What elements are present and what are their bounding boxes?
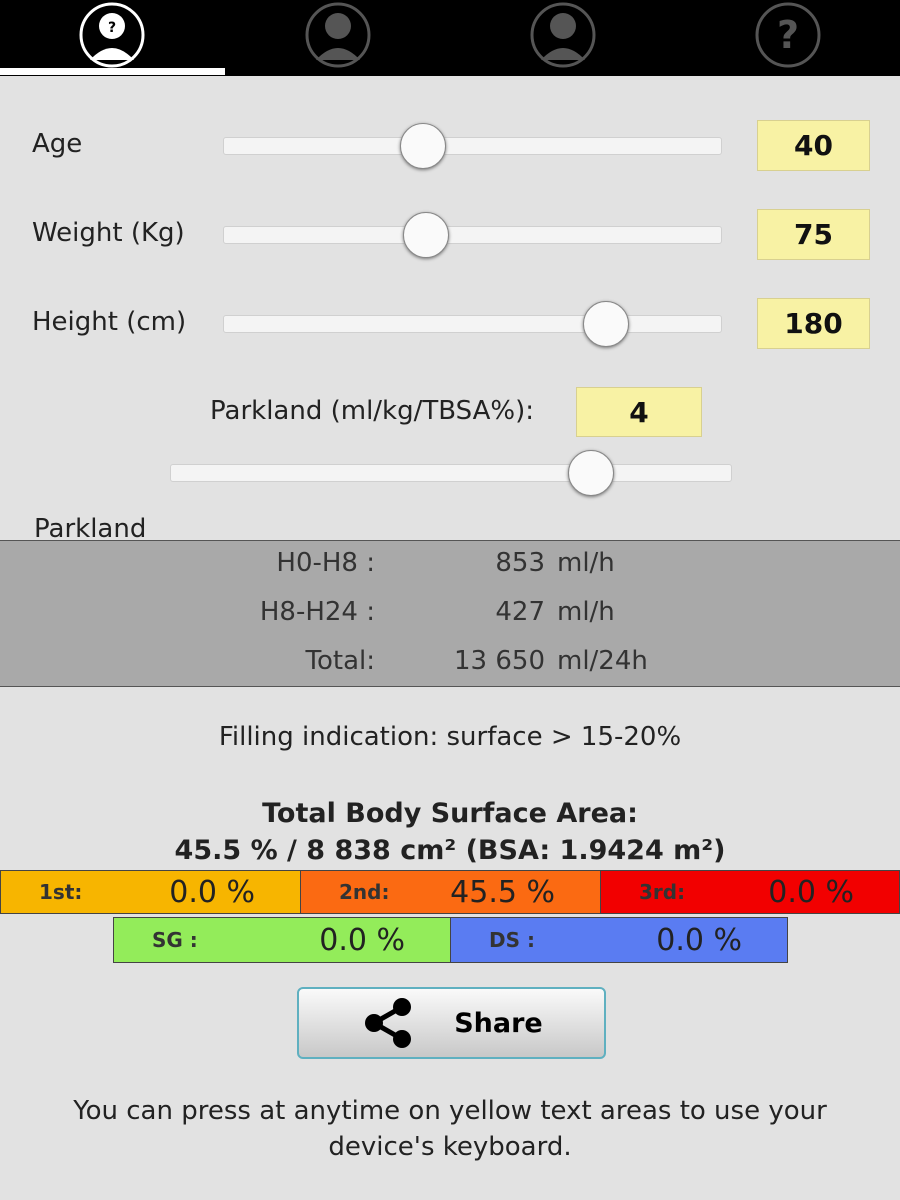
- slider-thumb[interactable]: [568, 450, 614, 496]
- tab-burn-front[interactable]: [305, 2, 371, 68]
- parkland-field[interactable]: 4: [576, 387, 702, 437]
- infusion-unit: ml/h: [557, 548, 615, 578]
- share-label: Share: [454, 1007, 543, 1039]
- infusion-unit: ml/h: [557, 597, 615, 627]
- value-field[interactable]: 180: [757, 298, 870, 349]
- tab-help[interactable]: ?: [755, 2, 821, 68]
- degree-cell: 1st: 0.0 %: [0, 870, 301, 914]
- slider-track[interactable]: [223, 315, 722, 333]
- filling-indication: Filling indication: surface > 15-20%: [218, 722, 682, 752]
- slider-thumb[interactable]: [403, 212, 449, 258]
- extra-cell: SG : 0.0 %: [113, 917, 451, 963]
- extra-value: 0.0 %: [656, 922, 742, 958]
- degree-value: 45.5 %: [450, 874, 555, 910]
- infusion-label: H8-H24 :: [259, 597, 375, 627]
- slider-thumb[interactable]: [400, 123, 446, 169]
- value-field[interactable]: 75: [757, 209, 870, 260]
- infusion-value: 13 650: [454, 646, 545, 676]
- extra-cell: DS : 0.0 %: [450, 917, 788, 963]
- field-label: Weight (Kg): [32, 218, 185, 248]
- tab-patient[interactable]: ?: [79, 2, 145, 68]
- slider-track[interactable]: [223, 226, 722, 244]
- tab-burn-back[interactable]: [530, 2, 596, 68]
- hint-text: You can press at anytime on yellow text …: [73, 1096, 827, 1162]
- share-button[interactable]: Share: [297, 987, 606, 1059]
- tbsa-title: Total Body Surface Area:: [262, 798, 638, 829]
- degree-cell: 2nd: 45.5 %: [300, 870, 601, 914]
- section-label: Parkland: [34, 514, 147, 544]
- infusion-unit: ml/24h: [557, 646, 648, 676]
- degree-value: 0.0 %: [169, 874, 255, 910]
- parkland-label: Parkland (ml/kg/TBSA%):: [210, 396, 535, 426]
- slider-thumb[interactable]: [583, 301, 629, 347]
- extra-label: DS :: [489, 928, 535, 952]
- tab-indicator: [0, 68, 225, 75]
- share-icon: [365, 998, 412, 1048]
- infusion-value: 427: [495, 597, 545, 627]
- extra-value: 0.0 %: [319, 922, 405, 958]
- extra-label: SG :: [152, 928, 198, 952]
- slider-track[interactable]: [223, 137, 722, 155]
- field-label: Height (cm): [32, 307, 187, 337]
- tbsa-summary: 45.5 % / 8 838 cm² (BSA: 1.9424 m²): [174, 835, 726, 866]
- tab-icons: ? ?: [79, 2, 821, 68]
- infusion-value: 853: [495, 548, 545, 578]
- svg-text:?: ?: [777, 13, 799, 57]
- infusion-panel: [0, 540, 900, 687]
- degree-value: 0.0 %: [768, 874, 854, 910]
- degree-label: 1st:: [39, 880, 83, 904]
- parkland-slider[interactable]: [170, 464, 732, 482]
- value-field[interactable]: 40: [757, 120, 870, 171]
- degree-label: 2nd:: [339, 880, 390, 904]
- tab-bar: ? ?: [0, 0, 900, 76]
- degree-label: 3rd:: [639, 880, 686, 904]
- svg-text:?: ?: [108, 20, 116, 36]
- infusion-label: Total:: [305, 646, 375, 676]
- degree-cell: 3rd: 0.0 %: [600, 870, 900, 914]
- infusion-label: H0-H8 :: [276, 548, 375, 578]
- field-label: Age: [32, 129, 83, 159]
